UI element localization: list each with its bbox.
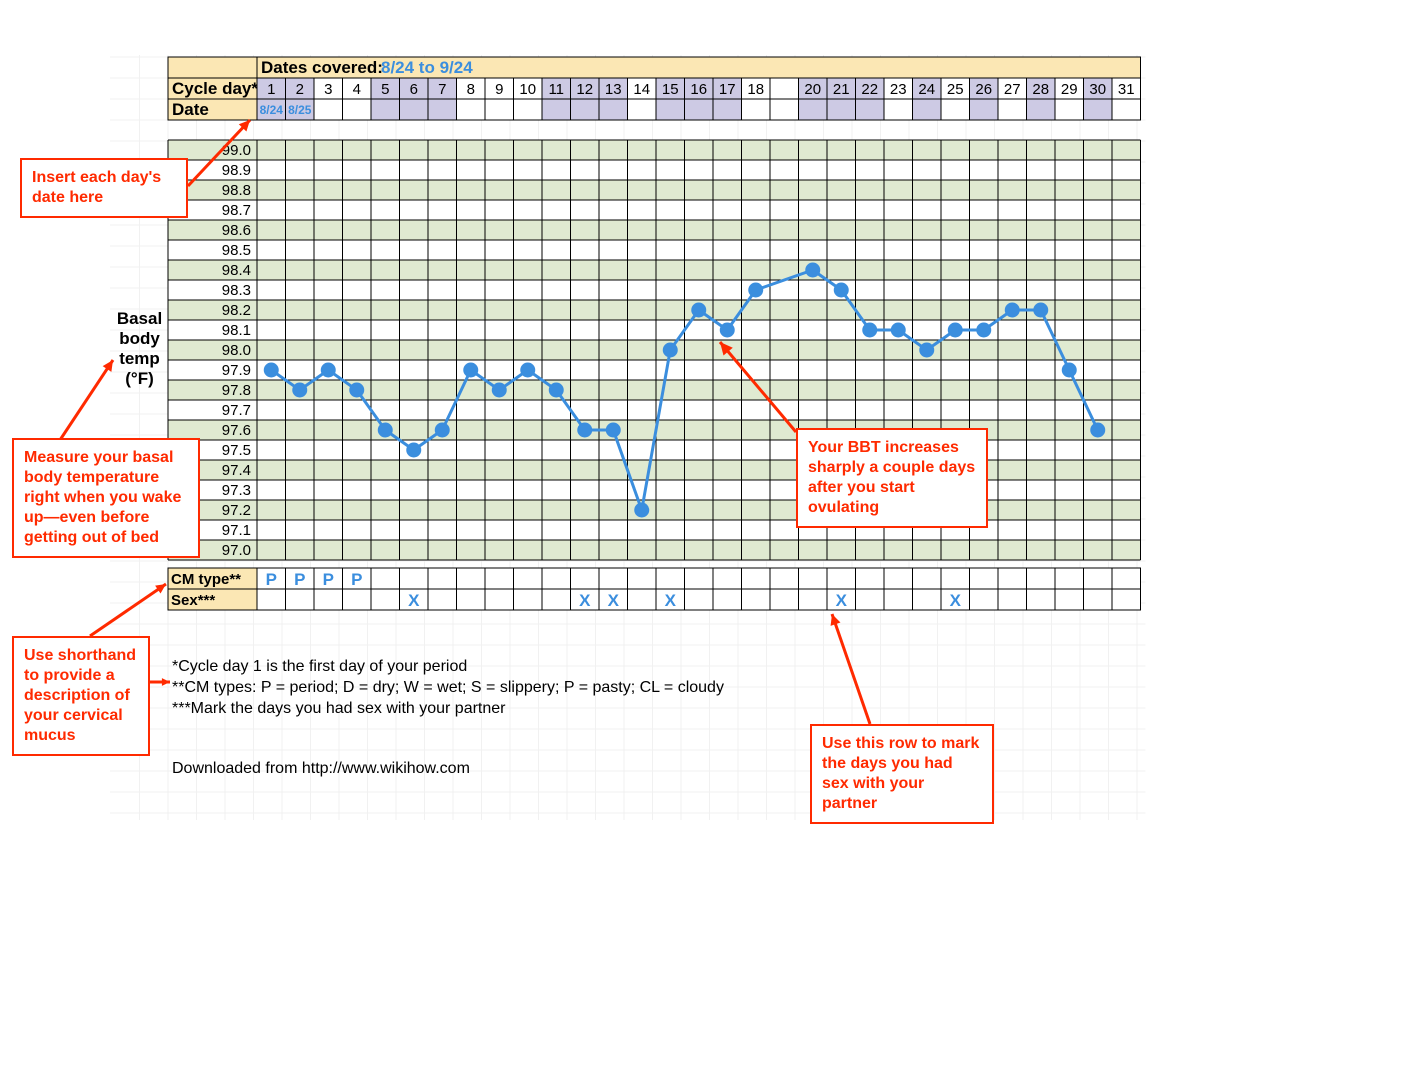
svg-text:97.5: 97.5 [222, 442, 251, 459]
callout-text: Insert each day's date here [32, 169, 161, 206]
callout-date: Insert each day's date here [20, 158, 188, 218]
callout-bbt: Measure your basal body temperature righ… [12, 438, 200, 558]
callout-text: Use this row to mark the days you had se… [822, 735, 979, 812]
svg-text:X: X [408, 591, 420, 610]
svg-text:CM type**: CM type** [171, 571, 241, 588]
svg-text:15: 15 [662, 81, 679, 98]
svg-text:P: P [351, 570, 362, 589]
svg-text:4: 4 [353, 81, 361, 98]
svg-text:***Mark the days you had sex w: ***Mark the days you had sex with your p… [172, 700, 506, 717]
bbt-chart-svg: Dates covered:8/24 to 9/24Cycle day*1234… [0, 0, 1422, 1080]
svg-text:X: X [950, 591, 962, 610]
callout-sex: Use this row to mark the days you had se… [810, 724, 994, 824]
svg-text:**CM types: P = period; D = dr: **CM types: P = period; D = dry; W = wet… [172, 679, 724, 696]
svg-text:13: 13 [605, 81, 622, 98]
svg-text:X: X [608, 591, 620, 610]
svg-text:8/24: 8/24 [260, 103, 284, 117]
svg-text:98.1: 98.1 [222, 322, 251, 339]
svg-text:98.8: 98.8 [222, 182, 251, 199]
callout-text: Use shorthand to provide a description o… [24, 647, 136, 744]
svg-text:18: 18 [747, 81, 764, 98]
svg-text:14: 14 [633, 81, 650, 98]
svg-text:10: 10 [519, 81, 536, 98]
svg-text:Downloaded from http://www.wik: Downloaded from http://www.wikihow.com [172, 760, 470, 777]
svg-text:(°F): (°F) [125, 369, 154, 388]
svg-text:Sex***: Sex*** [171, 592, 215, 609]
svg-text:97.1: 97.1 [222, 522, 251, 539]
svg-text:98.7: 98.7 [222, 202, 251, 219]
svg-text:98.4: 98.4 [222, 262, 251, 279]
svg-text:P: P [323, 570, 334, 589]
svg-text:16: 16 [690, 81, 707, 98]
svg-text:20: 20 [804, 81, 821, 98]
callout-ovulate: Your BBT increases sharply a couple days… [796, 428, 988, 528]
svg-text:11: 11 [548, 81, 564, 98]
svg-text:*Cycle day 1 is the first day: *Cycle day 1 is the first day of your pe… [172, 658, 467, 675]
svg-text:X: X [836, 591, 848, 610]
svg-text:24: 24 [918, 81, 935, 98]
svg-text:31: 31 [1118, 81, 1135, 98]
svg-text:97.8: 97.8 [222, 382, 251, 399]
callout-cm: Use shorthand to provide a description o… [12, 636, 150, 756]
svg-text:97.2: 97.2 [222, 502, 251, 519]
svg-text:97.3: 97.3 [222, 482, 251, 499]
svg-text:98.0: 98.0 [222, 342, 251, 359]
svg-text:body: body [119, 329, 160, 348]
svg-text:30: 30 [1089, 81, 1106, 98]
callout-text: Your BBT increases sharply a couple days… [808, 439, 975, 516]
svg-text:12: 12 [576, 81, 593, 98]
svg-text:9: 9 [495, 81, 503, 98]
bbt-chart-infographic: { "canvas": { "width": 1422, "height": 1… [0, 0, 1422, 1080]
svg-text:97.9: 97.9 [222, 362, 251, 379]
svg-text:98.2: 98.2 [222, 302, 251, 319]
svg-text:7: 7 [438, 81, 446, 98]
svg-text:23: 23 [890, 81, 907, 98]
svg-text:97.6: 97.6 [222, 422, 251, 439]
svg-text:8/24 to 9/24: 8/24 to 9/24 [381, 58, 473, 77]
svg-text:3: 3 [324, 81, 332, 98]
svg-text:26: 26 [975, 81, 992, 98]
svg-text:28: 28 [1032, 81, 1049, 98]
svg-text:25: 25 [947, 81, 964, 98]
svg-text:98.5: 98.5 [222, 242, 251, 259]
callout-text: Measure your basal body temperature righ… [24, 449, 181, 546]
svg-text:21: 21 [833, 81, 850, 98]
svg-text:5: 5 [381, 81, 389, 98]
svg-text:98.9: 98.9 [222, 162, 251, 179]
svg-text:27: 27 [1004, 81, 1021, 98]
svg-text:X: X [579, 591, 591, 610]
svg-text:Cycle day*: Cycle day* [172, 79, 258, 98]
svg-text:98.3: 98.3 [222, 282, 251, 299]
svg-text:97.4: 97.4 [222, 462, 251, 479]
svg-text:P: P [266, 570, 277, 589]
svg-text:17: 17 [719, 81, 736, 98]
svg-text:Basal: Basal [117, 309, 162, 328]
svg-text:97.7: 97.7 [222, 402, 251, 419]
svg-text:8/25: 8/25 [288, 103, 312, 117]
svg-text:29: 29 [1061, 81, 1078, 98]
svg-text:8: 8 [467, 81, 475, 98]
svg-text:P: P [294, 570, 305, 589]
svg-text:Date: Date [172, 100, 209, 119]
svg-text:6: 6 [410, 81, 418, 98]
svg-text:2: 2 [296, 81, 304, 98]
svg-text:98.6: 98.6 [222, 222, 251, 239]
svg-text:97.0: 97.0 [222, 542, 251, 559]
svg-text:temp: temp [119, 349, 160, 368]
svg-text:X: X [665, 591, 677, 610]
svg-text:1: 1 [267, 81, 275, 98]
svg-text:Dates covered:: Dates covered: [261, 58, 383, 77]
svg-text:22: 22 [861, 81, 878, 98]
